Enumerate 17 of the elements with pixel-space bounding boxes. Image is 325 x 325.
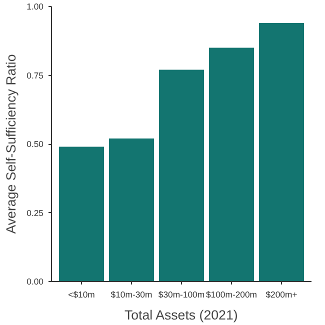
y-tick-label: 1.00: [26, 2, 44, 12]
x-tick-label: $10m-30m: [110, 290, 152, 300]
x-tick-label: $100m-200m: [206, 290, 258, 300]
bar: [59, 146, 104, 282]
y-tick-label: 0.75: [26, 70, 44, 80]
y-tick-label: 0.50: [26, 139, 44, 149]
bar: [259, 23, 304, 282]
y-axis-title: Average Self-Sufficiency Ratio: [4, 54, 19, 234]
y-tick-label: 0.25: [26, 208, 44, 218]
x-tick-label: $200m+: [266, 290, 298, 300]
x-tick-label: <$10m: [68, 290, 95, 300]
x-axis-title: Total Assets (2021): [124, 308, 238, 322]
bar: [159, 70, 204, 282]
x-tick-label: $30m-100m: [158, 290, 205, 300]
bar: [209, 48, 254, 282]
y-tick-label: 0.00: [26, 276, 44, 286]
bar: [109, 138, 154, 282]
